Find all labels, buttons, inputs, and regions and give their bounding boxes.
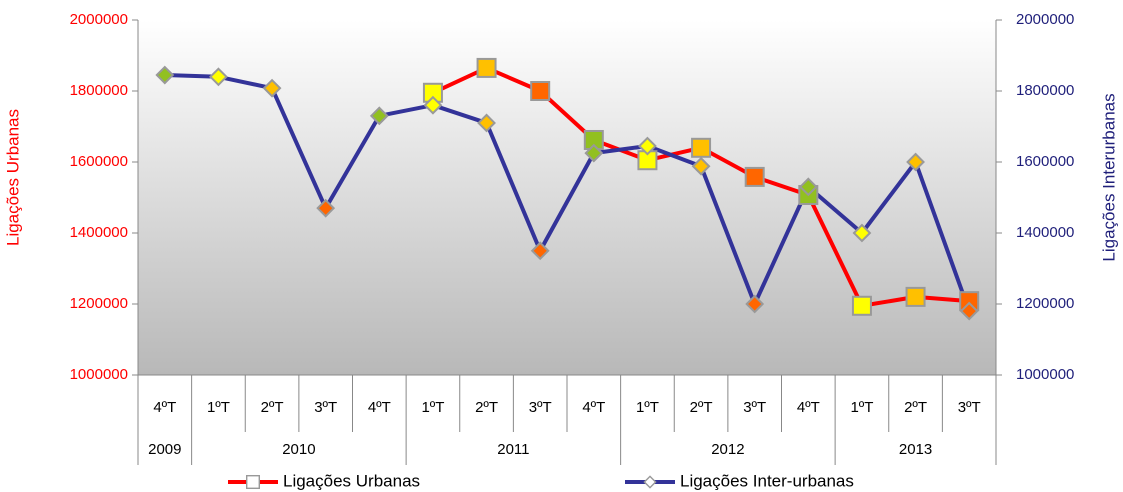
y-axis-label: Ligações Urbanas xyxy=(3,109,22,246)
group-label: 2012 xyxy=(711,441,744,458)
x-tick-label: 1ºT xyxy=(421,399,444,416)
data-point xyxy=(476,57,497,78)
data-point xyxy=(530,241,550,261)
x-tick-label: 2ºT xyxy=(690,399,713,416)
y2-tick-label: 1400000 xyxy=(1016,224,1074,241)
data-point xyxy=(638,136,657,156)
legend-marker xyxy=(643,475,657,489)
x-tick-label: 2ºT xyxy=(475,399,498,416)
data-point xyxy=(423,95,443,115)
data-point xyxy=(584,143,604,163)
data-point xyxy=(691,137,712,158)
data-point xyxy=(906,152,925,172)
x-tick-label: 3ºT xyxy=(314,399,337,416)
data-point xyxy=(530,81,551,101)
data-point xyxy=(851,295,872,316)
x-tick-label: 3ºT xyxy=(529,399,552,416)
x-tick-label: 1ºT xyxy=(636,399,659,416)
x-tick-label: 2ºT xyxy=(261,399,284,416)
x-tick-label: 4ºT xyxy=(368,399,391,416)
data-point xyxy=(155,65,175,85)
y-tick-label: 1000000 xyxy=(70,366,128,383)
data-point xyxy=(316,198,336,218)
group-label: 2011 xyxy=(497,441,529,458)
data-point xyxy=(905,286,926,307)
y2-tick-label: 2000000 xyxy=(1016,11,1074,28)
group-label: 2010 xyxy=(282,441,315,458)
x-tick-label: 4ºT xyxy=(153,399,176,416)
data-point xyxy=(745,294,765,314)
data-point xyxy=(691,156,711,176)
legend-label: Ligações Urbanas xyxy=(283,471,420,490)
y-tick-label: 1800000 xyxy=(70,82,128,99)
data-point xyxy=(477,113,496,133)
x-tick-label: 4ºT xyxy=(797,399,820,416)
data-point xyxy=(852,223,872,243)
x-tick-label: 2ºT xyxy=(904,399,927,416)
group-label: 2013 xyxy=(899,441,932,458)
x-tick-label: 4ºT xyxy=(582,399,605,416)
data-point xyxy=(798,177,818,197)
x-tick-label: 3ºT xyxy=(958,399,981,416)
x-tick-label: 3ºT xyxy=(743,399,766,416)
x-tick-label: 1ºT xyxy=(207,399,230,416)
series-line xyxy=(164,73,972,312)
data-point xyxy=(959,301,979,321)
y2-tick-label: 1000000 xyxy=(1016,366,1074,383)
legend-label: Ligações Inter-urbanas xyxy=(680,471,854,490)
y2-tick-label: 1800000 xyxy=(1016,82,1074,99)
y2-tick-label: 1200000 xyxy=(1016,295,1074,312)
y-tick-label: 1200000 xyxy=(70,295,128,312)
data-point xyxy=(369,106,389,126)
y-tick-label: 1600000 xyxy=(70,153,128,170)
data-point xyxy=(209,67,228,87)
x-tick-label: 1ºT xyxy=(850,399,873,416)
group-label: 2009 xyxy=(148,441,181,458)
y-tick-label: 1400000 xyxy=(70,224,128,241)
y-tick-label: 2000000 xyxy=(70,11,128,28)
data-point xyxy=(262,78,282,98)
y2-axis-label: Ligações Interurbanas xyxy=(1099,93,1118,261)
plot-area xyxy=(138,20,996,375)
y2-tick-label: 1600000 xyxy=(1016,153,1074,170)
legend-marker xyxy=(246,475,261,490)
data-point xyxy=(744,166,765,187)
